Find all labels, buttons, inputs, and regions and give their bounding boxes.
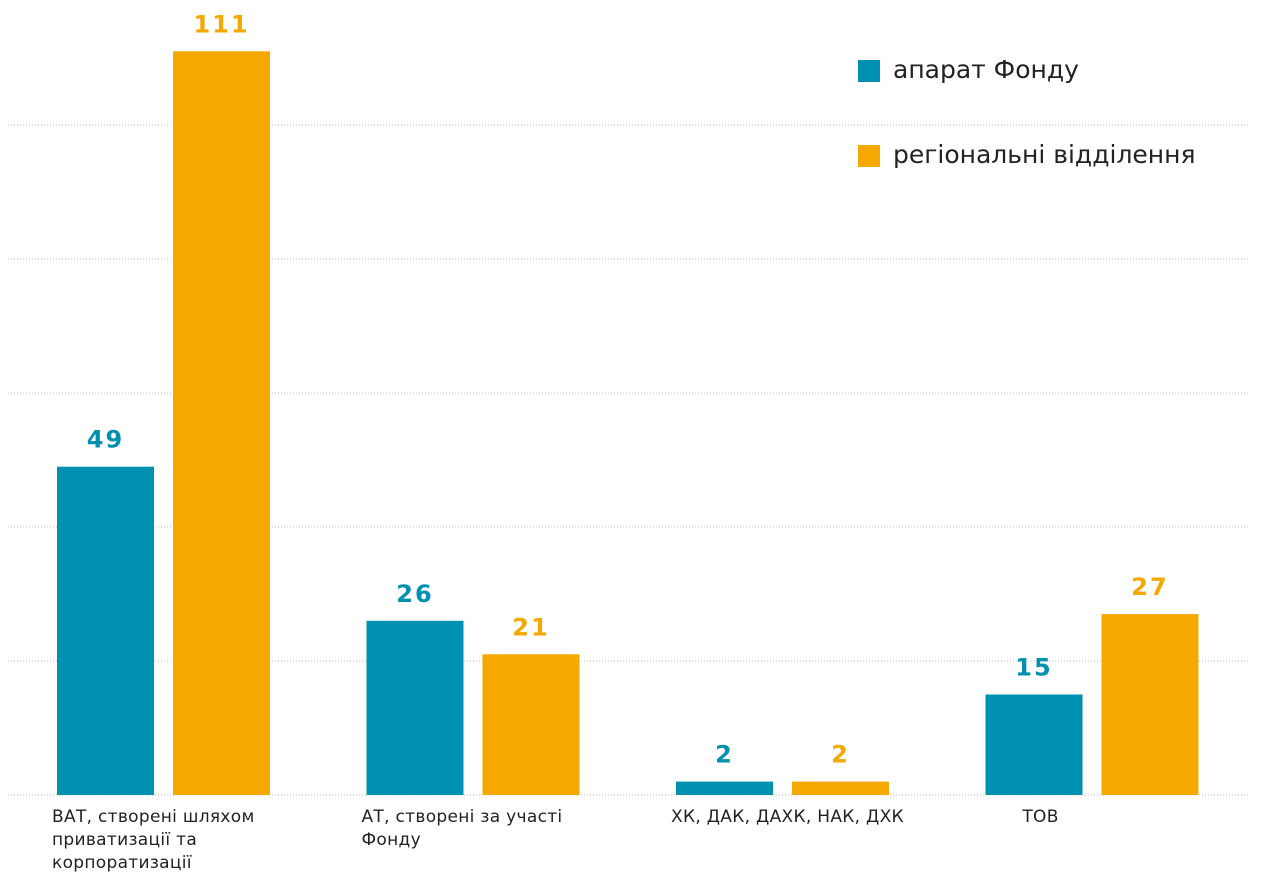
x-tick-label: ХК, ДАК, ДАХК, НАК, ДХК — [671, 807, 904, 827]
legend-label: апарат Фонду — [893, 55, 1079, 84]
legend-swatch — [858, 60, 880, 82]
bar — [1101, 614, 1199, 795]
value-label: 26 — [396, 580, 433, 608]
value-label: 111 — [193, 10, 249, 38]
bar — [366, 620, 464, 795]
value-label: 2 — [715, 741, 734, 769]
legend-label: регіональні відділення — [893, 140, 1196, 169]
value-label: 27 — [1131, 573, 1168, 601]
bar — [173, 51, 270, 796]
bar — [792, 781, 889, 795]
bar — [985, 694, 1083, 795]
value-label: 15 — [1015, 654, 1052, 682]
value-label: 49 — [87, 426, 124, 454]
value-label: 2 — [831, 741, 850, 769]
x-tick-label: ТОВ — [1022, 807, 1059, 827]
x-tick-label: АТ, створені за участі Фонду — [361, 807, 563, 850]
bar — [482, 654, 580, 795]
value-label: 21 — [512, 613, 549, 641]
bar — [57, 466, 154, 795]
x-tick-label: ВАТ, створені шляхом приватизації та кор… — [52, 807, 255, 873]
bar — [676, 781, 773, 795]
legend-swatch — [858, 145, 880, 167]
